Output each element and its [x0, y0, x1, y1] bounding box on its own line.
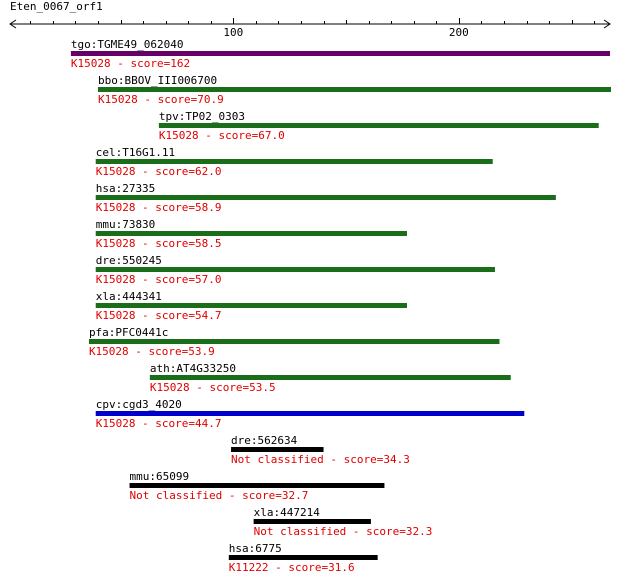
query-title: Eten_0067_orf1	[10, 0, 103, 13]
hit-annotation-label[interactable]: K11222 - score=31.6	[229, 561, 355, 574]
hit-annotation-label[interactable]: K15028 - score=62.0	[96, 165, 222, 178]
ruler-tick-label: 200	[449, 26, 469, 39]
hit-gene-label[interactable]: mmu:65099	[130, 470, 190, 483]
hit-row: ath:AT4G33250 K15028 - score=53.5	[149, 362, 511, 394]
hit-row: tpv:TP02_0303 K15028 - score=67.0	[158, 110, 599, 142]
hit-alignment-bar[interactable]	[70, 51, 611, 56]
hit-row: xla:447214 Not classified - score=32.3	[253, 506, 433, 538]
hit-alignment-bar[interactable]	[228, 555, 378, 560]
hit-gene-label[interactable]: mmu:73830	[96, 218, 156, 231]
hit-alignment-bar[interactable]	[95, 195, 556, 200]
hit-alignment-bar[interactable]	[88, 339, 500, 344]
ruler-left-arrow	[9, 19, 17, 29]
hit-row: cel:T16G1.11 K15028 - score=62.0	[95, 146, 493, 178]
hit-alignment-bar[interactable]	[129, 483, 385, 488]
hit-alignment-bar[interactable]	[95, 267, 495, 272]
hit-alignment-bar[interactable]	[95, 303, 407, 308]
hit-gene-label[interactable]: dre:550245	[96, 254, 162, 267]
hit-gene-label[interactable]: ath:AT4G33250	[150, 362, 236, 375]
hit-row: cpv:cgd3_4020 K15028 - score=44.7	[95, 398, 525, 430]
hit-row: pfa:PFC0441c K15028 - score=53.9	[88, 326, 500, 358]
hit-gene-label[interactable]: hsa:6775	[229, 542, 282, 555]
hit-row: hsa:6775 K11222 - score=31.6	[228, 542, 378, 574]
hit-row: dre:550245 K15028 - score=57.0	[95, 254, 495, 286]
hit-row: bbo:BBOV_III006700 K15028 - score=70.9	[97, 74, 612, 106]
hit-annotation-label[interactable]: Not classified - score=34.3	[231, 453, 410, 466]
ruler-right-arrow	[603, 19, 611, 29]
hit-alignment-bar[interactable]	[158, 123, 599, 128]
hit-gene-label[interactable]: tpv:TP02_0303	[159, 110, 245, 123]
hit-annotation-label[interactable]: Not classified - score=32.7	[130, 489, 309, 502]
hit-list: tgo:TGME49_062040 K15028 - score=162 bbo:B…	[70, 38, 612, 574]
hit-gene-label[interactable]: xla:444341	[96, 290, 162, 303]
hit-alignment-bar[interactable]	[95, 411, 525, 416]
hit-annotation-label[interactable]: K15028 - score=54.7	[96, 309, 222, 322]
hit-annotation-label[interactable]: K15028 - score=67.0	[159, 129, 285, 142]
hit-row: tgo:TGME49_062040 K15028 - score=162	[70, 38, 611, 70]
ruler-tick-label: 100	[223, 26, 243, 39]
hit-annotation-label[interactable]: K15028 - score=53.5	[150, 381, 276, 394]
hit-alignment-bar[interactable]	[97, 87, 612, 92]
hit-gene-label[interactable]: cel:T16G1.11	[96, 146, 175, 159]
hit-annotation-label[interactable]: K15028 - score=70.9	[98, 93, 224, 106]
hit-annotation-label[interactable]: K15028 - score=57.0	[96, 273, 222, 286]
hit-gene-label[interactable]: dre:562634	[231, 434, 298, 447]
position-ruler: 100 200	[9, 18, 611, 39]
hit-gene-label[interactable]: pfa:PFC0441c	[89, 326, 168, 339]
hit-row: xla:444341 K15028 - score=54.7	[95, 290, 407, 322]
hit-alignment-bar[interactable]	[253, 519, 371, 524]
hit-annotation-label[interactable]: K15028 - score=58.5	[96, 237, 222, 250]
hit-gene-label[interactable]: tgo:TGME49_062040	[71, 38, 184, 51]
hit-annotation-label[interactable]: K15028 - score=162	[71, 57, 190, 70]
hit-row: mmu:73830 K15028 - score=58.5	[95, 218, 407, 250]
hit-annotation-label[interactable]: K15028 - score=58.9	[96, 201, 222, 214]
hit-gene-label[interactable]: bbo:BBOV_III006700	[98, 74, 217, 87]
hit-row: dre:562634 Not classified - score=34.3	[231, 434, 410, 466]
hit-alignment-bar[interactable]	[231, 447, 324, 452]
hit-row: mmu:65099 Not classified - score=32.7	[129, 470, 385, 502]
hit-annotation-label[interactable]: K15028 - score=53.9	[89, 345, 215, 358]
hit-gene-label[interactable]: xla:447214	[254, 506, 321, 519]
hit-alignment-bar[interactable]	[95, 231, 407, 236]
hit-alignment-bar[interactable]	[95, 159, 493, 164]
hit-row: hsa:27335 K15028 - score=58.9	[95, 182, 556, 214]
hit-alignment-bar[interactable]	[149, 375, 511, 380]
hit-gene-label[interactable]: cpv:cgd3_4020	[96, 398, 182, 411]
hit-annotation-label[interactable]: K15028 - score=44.7	[96, 417, 222, 430]
hit-gene-label[interactable]: hsa:27335	[96, 182, 156, 195]
hit-annotation-label[interactable]: Not classified - score=32.3	[254, 525, 433, 538]
